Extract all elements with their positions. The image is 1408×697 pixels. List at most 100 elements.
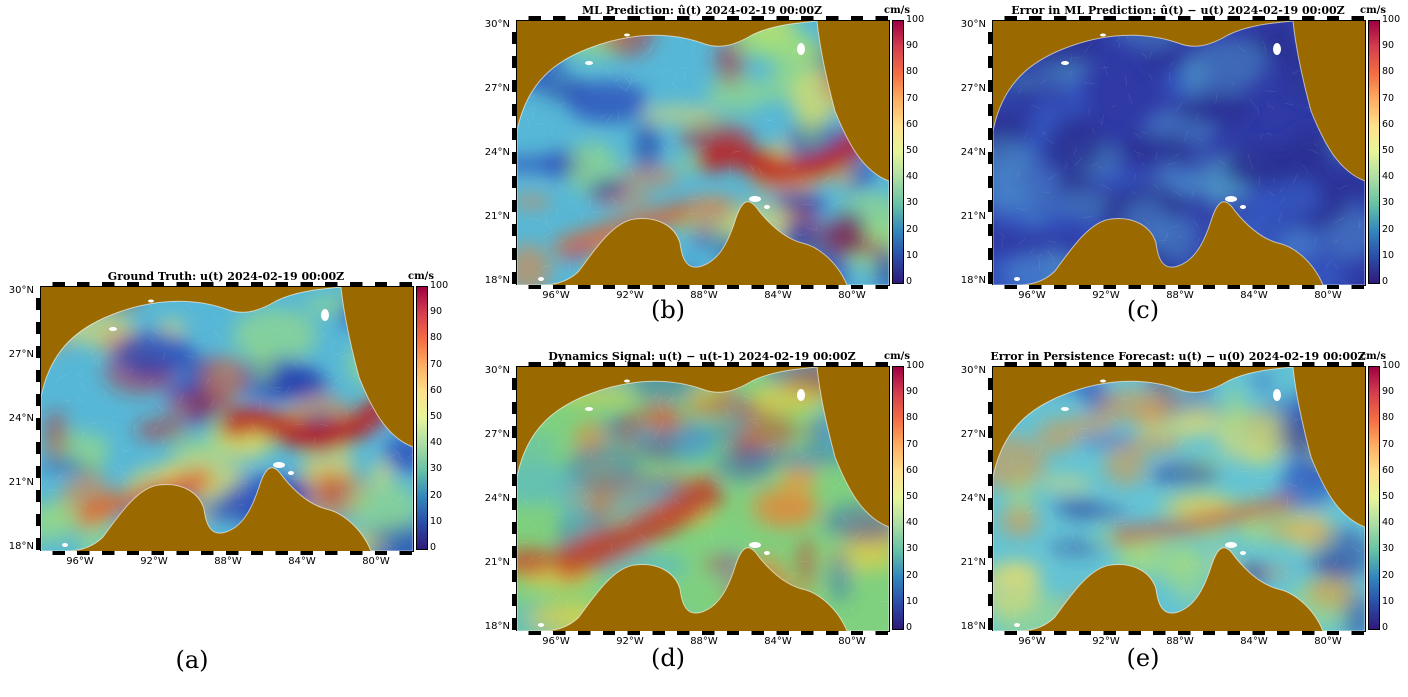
- colorbar-tick-label: 60: [906, 118, 919, 130]
- colorbar-tick-label: 20: [430, 489, 443, 501]
- colorbar-tick-label: 60: [906, 464, 919, 476]
- map-frame-ticks: [988, 20, 992, 284]
- colorbar-unit: cm/s: [408, 271, 434, 282]
- colorbar-tick-label: 10: [906, 249, 919, 261]
- colorbar-tick-label: 10: [1382, 249, 1395, 261]
- longitude-label: 96°W: [542, 290, 570, 301]
- latitude-label: 24°N: [484, 493, 510, 504]
- colorbar-tick-label: 40: [906, 171, 919, 183]
- colorbar-tick-label: 100: [906, 14, 925, 25]
- colorbar-tick-label: 20: [1382, 569, 1395, 581]
- latitude-label: 21°N: [484, 557, 510, 568]
- longitude-label: 96°W: [66, 556, 94, 567]
- colorbar-tick-label: 60: [430, 384, 443, 396]
- latitude-label: 24°N: [960, 147, 986, 158]
- colorbar: [1368, 20, 1380, 284]
- colorbar-tick-label: 30: [430, 463, 443, 475]
- latitude-label: 21°N: [960, 557, 986, 568]
- map-area: [516, 366, 890, 632]
- map-frame-ticks: [992, 16, 1364, 20]
- colorbar-tick-label: 70: [906, 438, 919, 450]
- colorbar: [892, 366, 904, 630]
- colorbar-tick-label: 10: [1382, 595, 1395, 607]
- latitude-label: 18°N: [484, 275, 510, 286]
- colorbar-tick-label: 60: [1382, 118, 1395, 130]
- map-frame-ticks: [992, 285, 1364, 289]
- panel-title: ML Prediction: û(t) 2024-02-19 00:00Z: [581, 4, 823, 17]
- colorbar-tick-label: 80: [1382, 66, 1395, 78]
- panel-title: Error in Persistence Forecast: u(t) − u(…: [990, 350, 1366, 363]
- colorbar-tick-label: 40: [430, 437, 443, 449]
- colorbar-tick-label: 100: [1382, 14, 1401, 25]
- longitude-label: 92°W: [1092, 290, 1120, 301]
- longitude-label: 84°W: [288, 556, 316, 567]
- latitude-label: 27°N: [484, 83, 510, 94]
- colorbar-tick-label: 70: [1382, 438, 1395, 450]
- longitude-label: 92°W: [140, 556, 168, 567]
- colorbar-tick-label: 20: [906, 223, 919, 235]
- map-frame-ticks: [512, 20, 516, 284]
- map-frame-ticks: [40, 282, 412, 286]
- colorbar-tick-label: 40: [1382, 171, 1395, 183]
- longitude-label: 80°W: [838, 636, 866, 647]
- map-frame-ticks: [36, 286, 40, 550]
- panel-title: Error in ML Prediction: û(t) − u(t) 2024…: [1011, 4, 1345, 17]
- latitude-label: 18°N: [484, 621, 510, 632]
- longitude-label: 80°W: [1314, 290, 1342, 301]
- map-frame-ticks: [516, 631, 888, 635]
- colorbar-tick-label: 80: [906, 66, 919, 78]
- panel-caption: (d): [650, 644, 686, 672]
- colorbar-tick-label: 0: [906, 622, 913, 633]
- longitude-label: 88°W: [214, 556, 242, 567]
- latitude-label: 24°N: [960, 493, 986, 504]
- latitude-label: 24°N: [8, 413, 34, 424]
- colorbar-tick-label: 50: [1382, 491, 1395, 502]
- longitude-label: 88°W: [690, 636, 718, 647]
- map-frame-ticks: [988, 366, 992, 630]
- map-frame-ticks: [992, 631, 1364, 635]
- colorbar-tick-label: 20: [1382, 223, 1395, 235]
- colorbar-tick-label: 80: [906, 412, 919, 424]
- latitude-label: 27°N: [484, 429, 510, 440]
- panel-caption: (c): [1126, 296, 1160, 324]
- latitude-label: 27°N: [960, 429, 986, 440]
- latitude-label: 21°N: [484, 211, 510, 222]
- latitude-label: 30°N: [8, 285, 34, 296]
- colorbar-unit: cm/s: [1360, 351, 1386, 362]
- colorbar-tick-label: 100: [1382, 360, 1401, 371]
- colorbar-unit: cm/s: [884, 351, 910, 362]
- latitude-label: 21°N: [960, 211, 986, 222]
- latitude-label: 27°N: [8, 349, 34, 360]
- latitude-label: 18°N: [960, 275, 986, 286]
- map-frame-ticks: [516, 16, 888, 20]
- longitude-label: 84°W: [764, 636, 792, 647]
- colorbar-tick-label: 90: [1382, 40, 1395, 52]
- longitude-label: 92°W: [1092, 636, 1120, 647]
- colorbar: [416, 286, 428, 550]
- colorbar: [892, 20, 904, 284]
- latitude-label: 30°N: [484, 365, 510, 376]
- colorbar-tick-label: 0: [906, 276, 913, 287]
- colorbar-tick-label: 60: [1382, 464, 1395, 476]
- panel-caption: (e): [1126, 644, 1160, 672]
- colorbar-tick-label: 30: [1382, 543, 1395, 555]
- latitude-label: 27°N: [960, 83, 986, 94]
- longitude-label: 84°W: [764, 290, 792, 301]
- latitude-label: 21°N: [8, 477, 34, 488]
- colorbar-tick-label: 100: [430, 280, 449, 291]
- map-frame-ticks: [512, 366, 516, 630]
- colorbar-tick-label: 40: [906, 517, 919, 529]
- map-frame-ticks: [516, 362, 888, 366]
- longitude-label: 80°W: [1314, 636, 1342, 647]
- colorbar-tick-label: 0: [1382, 622, 1389, 633]
- velocity-map: [41, 287, 413, 551]
- longitude-label: 96°W: [1018, 636, 1046, 647]
- latitude-label: 30°N: [960, 19, 986, 30]
- colorbar-tick-label: 80: [430, 332, 443, 344]
- colorbar-tick-label: 90: [906, 386, 919, 398]
- colorbar-tick-label: 30: [1382, 197, 1395, 209]
- longitude-label: 84°W: [1240, 290, 1268, 301]
- latitude-label: 30°N: [484, 19, 510, 30]
- longitude-label: 84°W: [1240, 636, 1268, 647]
- colorbar-tick-label: 30: [906, 543, 919, 555]
